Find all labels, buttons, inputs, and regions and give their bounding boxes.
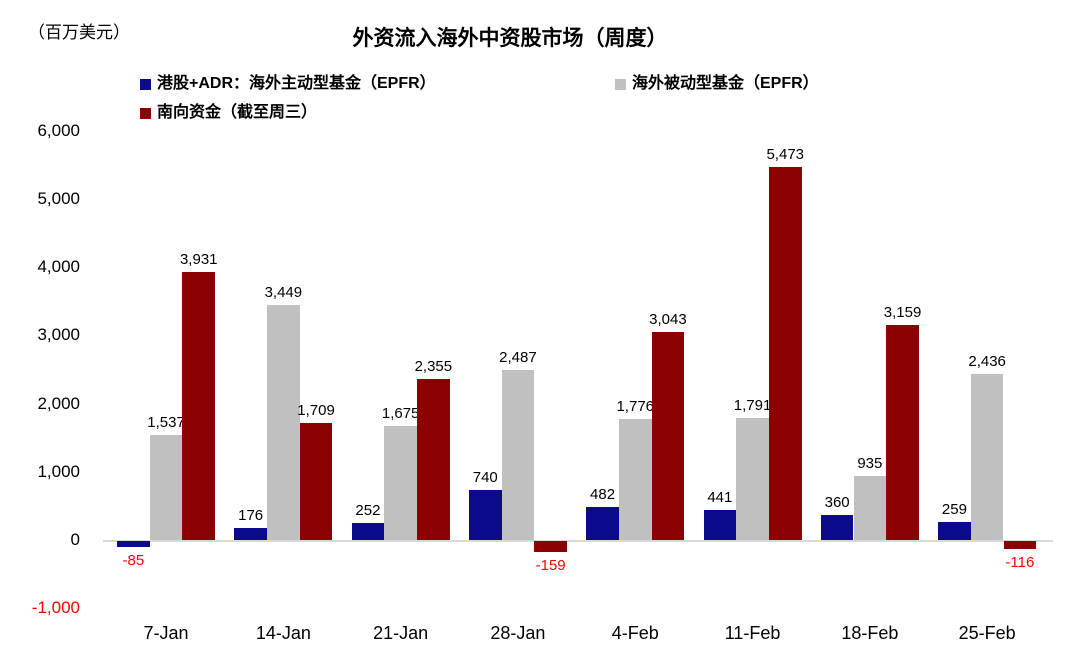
legend-label: 港股+ADR：海外主动型基金（EPFR） xyxy=(157,75,436,92)
bar-series0-18-feb xyxy=(820,515,854,540)
bar-value-label: 3,043 xyxy=(649,311,687,329)
x-axis-tick-label: 21-Jan xyxy=(373,623,429,643)
bar-series1-7-jan xyxy=(149,435,183,540)
bar-series0-28-jan xyxy=(468,489,502,540)
y-axis-tick-label: 3,000 xyxy=(37,325,80,345)
bar-series0-25-feb xyxy=(938,522,971,540)
bar-value-label: 3,449 xyxy=(264,283,303,301)
legend-swatch-icon xyxy=(140,78,151,90)
legend-label: 南向资金（截至周三） xyxy=(157,104,318,121)
y-axis-tick-label: 5,000 xyxy=(37,189,80,208)
bar-series0-11-feb xyxy=(703,509,737,540)
bar-series0-14-jan xyxy=(234,527,267,540)
bar-value-label: 252 xyxy=(355,501,381,519)
legend-label: 海外被动型基金（EPFR） xyxy=(632,75,819,92)
bar-series1-14-jan xyxy=(267,304,300,540)
bar-value-label: 1,791 xyxy=(733,396,772,414)
bar-value-label: 5,473 xyxy=(766,145,805,163)
x-axis-tick-label: 4-Feb xyxy=(611,623,659,643)
bar-value-label: 1,675 xyxy=(381,404,420,422)
bar-series1-28-jan xyxy=(501,370,535,540)
y-axis-unit-label: （百万美元） xyxy=(28,23,130,42)
bar-value-label: 935 xyxy=(857,455,883,473)
bar-series2-11-feb xyxy=(768,166,802,540)
legend-item-0: 港股+ADR：海外主动型基金（EPFR） xyxy=(140,74,436,94)
y-axis-tick-label: 4,000 xyxy=(37,257,80,277)
bar-series1-11-feb xyxy=(736,417,769,540)
bar-series2-21-jan xyxy=(417,379,450,540)
bar-value-label: 441 xyxy=(707,488,733,506)
x-axis-line xyxy=(103,540,1053,542)
y-axis-tick-label: 1,000 xyxy=(37,461,80,481)
x-axis-tick-label: 14-Jan xyxy=(255,623,311,643)
bar-series0-7-jan xyxy=(117,541,150,547)
bar-series2-25-feb xyxy=(1003,541,1037,549)
bar-series1-18-feb xyxy=(853,476,887,540)
bar-value-label: -159 xyxy=(535,556,566,574)
bar-value-label: 2,436 xyxy=(968,352,1006,370)
legend-item-2: 南向资金（截至周三） xyxy=(140,103,317,123)
legend-item-1: 海外被动型基金（EPFR） xyxy=(615,74,819,94)
bar-series0-4-feb xyxy=(586,507,619,540)
bar-value-label: -116 xyxy=(1005,553,1035,571)
bar-value-label: 2,487 xyxy=(499,349,537,367)
bar-value-label: 740 xyxy=(472,468,498,486)
x-axis-tick-label: 7-Jan xyxy=(143,623,189,643)
bar-series2-18-feb xyxy=(886,324,919,540)
y-axis-tick-label: 6,000 xyxy=(37,120,80,140)
bar-series1-21-jan xyxy=(384,425,417,540)
y-axis-tick-label: 2,000 xyxy=(37,393,80,413)
x-axis-tick-label: 28-Jan xyxy=(490,623,546,643)
bar-value-label: 3,159 xyxy=(883,303,922,321)
bar-value-label: 482 xyxy=(590,486,616,504)
bar-value-label: 1,537 xyxy=(147,414,185,432)
x-axis-tick-label: 11-Feb xyxy=(724,623,781,643)
bar-value-label: 360 xyxy=(824,494,850,512)
bar-value-label: 176 xyxy=(238,506,264,524)
bar-value-label: 2,355 xyxy=(414,358,453,376)
bar-series1-25-feb xyxy=(970,373,1004,540)
chart-title: 外资流入海外中资股市场（周度） xyxy=(352,27,668,50)
bar-series2-28-jan xyxy=(534,541,567,552)
bar-series0-21-jan xyxy=(351,522,385,540)
bar-value-label: 1,709 xyxy=(297,402,335,420)
bar-series1-4-feb xyxy=(618,418,652,540)
bar-value-label: 1,776 xyxy=(616,397,655,415)
bar-value-label: 259 xyxy=(941,501,967,519)
legend-swatch-icon xyxy=(615,78,626,90)
x-axis-tick-label: 18-Feb xyxy=(841,623,899,643)
y-axis-tick-label: 0 xyxy=(70,530,80,549)
bar-series2-4-feb xyxy=(651,332,685,540)
bar-series2-14-jan xyxy=(299,423,333,540)
legend-swatch-icon xyxy=(140,107,151,119)
bar-value-label: -85 xyxy=(122,551,145,569)
bar-value-label: 3,931 xyxy=(179,250,218,268)
bar-series2-7-jan xyxy=(182,271,216,540)
x-axis-tick-label: 25-Feb xyxy=(958,623,1016,643)
y-axis-tick-label: -1,000 xyxy=(31,598,80,618)
